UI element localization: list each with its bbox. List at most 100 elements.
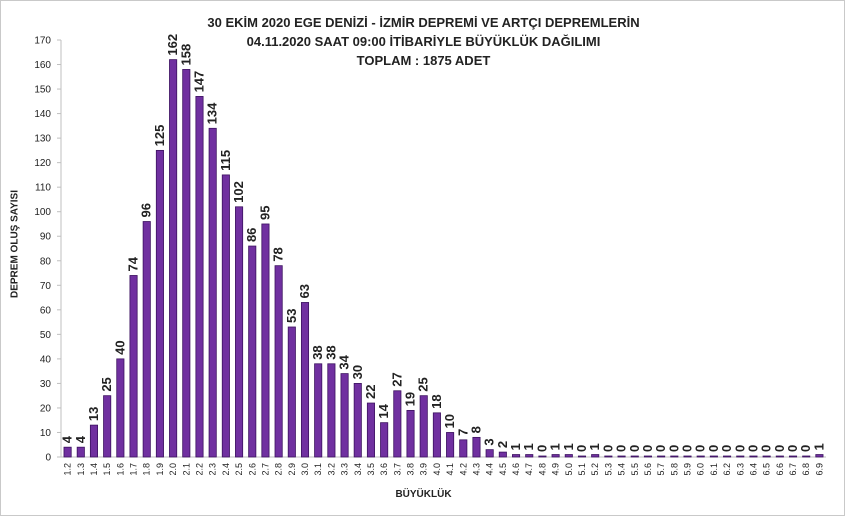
x-tick-label: 6.1 [709,463,719,476]
x-axis-label: BÜYÜKLÜK [395,489,452,500]
x-tick-label: 1.4 [89,463,99,476]
bar-value-label: 0 [693,445,708,452]
x-tick-label: 4.6 [511,463,521,476]
bar [485,449,494,458]
bar-value-label: 34 [337,354,352,369]
bar [762,455,771,458]
bar-value-label: 25 [416,377,431,391]
bar-value-label: 7 [455,429,470,436]
y-tick-label: 0 [45,453,51,464]
bar [366,402,375,458]
bar [432,412,441,458]
x-tick-label: 2.4 [221,463,231,476]
x-tick-label: 3.1 [313,463,323,476]
x-tick-label: 6.9 [814,463,824,476]
bar-value-label: 0 [745,445,760,452]
x-tick-label: 6.5 [762,463,772,476]
bar-value-label: 4 [60,435,75,443]
x-tick-label: 2.8 [274,463,284,476]
x-tick-label: 5.0 [564,463,574,476]
bar [235,206,244,458]
x-tick-label: 2.7 [260,463,270,476]
bar-value-label: 0 [732,445,747,452]
bar-value-label: 27 [389,372,404,386]
bar-value-label: 53 [284,309,299,323]
x-tick-label: 5.5 [630,463,640,476]
bar [564,454,573,458]
bar-value-label: 74 [126,256,141,271]
bar [788,455,798,458]
bar-value-label: 0 [798,445,813,452]
bar-value-label: 0 [614,445,629,452]
x-tick-label: 4.5 [498,463,508,476]
x-tick-label: 6.0 [696,463,706,476]
bar [300,302,310,458]
bar-value-label: 0 [574,445,589,452]
bar-value-label: 96 [139,203,154,217]
bar [340,373,349,458]
bar [723,455,732,458]
bar [419,395,428,458]
bar [683,455,692,458]
bar [657,455,666,458]
bar [169,59,178,458]
bar-value-label: 0 [680,445,695,452]
bar-value-label: 115 [218,150,233,171]
bar [551,454,560,458]
bar-value-label: 40 [112,340,127,354]
bar [749,455,758,458]
x-tick-label: 4.3 [471,463,481,476]
bar-value-label: 30 [350,365,365,379]
x-tick-label: 5.9 [683,463,693,476]
bar [327,363,336,458]
bar [182,69,191,458]
bar [89,424,99,458]
bar [393,390,402,458]
bar [525,454,534,458]
bar-value-label: 102 [231,181,246,203]
bar-value-label: 38 [310,345,325,359]
bar [208,127,217,458]
bar-value-label: 1 [521,443,536,450]
x-tick-label: 5.8 [669,463,679,476]
bar-value-label: 25 [99,377,114,391]
x-tick-label: 1.5 [102,463,112,476]
bar [116,358,125,458]
x-tick-label: 6.8 [801,463,811,476]
bar [696,455,705,458]
bar-value-label: 158 [178,44,193,66]
bar [670,455,679,458]
bar [142,221,151,458]
bar [195,96,204,458]
x-tick-label: 6.3 [735,463,745,476]
x-tick-label: 5.2 [590,463,600,476]
bar [643,455,652,458]
bar [103,395,112,458]
chart-title-line-2: 04.11.2020 SAAT 09:00 İTİBARİYLE BÜYÜKLÜ… [246,34,601,49]
y-tick-label: 140 [34,109,51,120]
x-tick-label: 5.1 [577,463,587,476]
x-tick-label: 3.3 [340,463,350,476]
bar [775,455,784,458]
bar [604,455,613,458]
y-tick-label: 10 [40,428,52,439]
x-tick-label: 1.3 [76,463,86,476]
bar [459,439,468,458]
bar [63,446,72,458]
x-tick-label: 3.4 [353,463,363,476]
bar-value-label: 14 [376,403,391,418]
x-tick-label: 6.6 [775,463,785,476]
x-tick-label: 2.0 [168,463,178,476]
bar [630,455,639,458]
bar-value-label: 4 [73,435,88,443]
bar-value-label: 1 [811,443,826,450]
bar-value-label: 0 [785,445,800,452]
bar-value-label: 125 [152,125,167,147]
bar-value-label: 0 [759,445,774,452]
y-tick-label: 70 [40,281,52,292]
bar [538,455,547,458]
bar-value-label: 8 [468,426,483,433]
bar [314,363,323,458]
chart-title-line-1: 30 EKİM 2020 EGE DENİZİ - İZMİR DEPREMİ … [207,15,640,30]
bar [709,455,718,458]
